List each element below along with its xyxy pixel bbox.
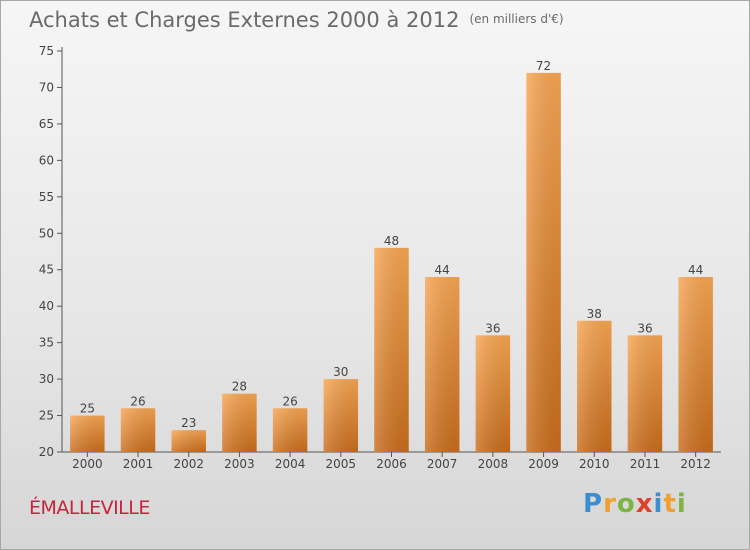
chart-title: Achats et Charges Externes 2000 à 2012 (e… <box>29 8 564 32</box>
y-tick-label: 70 <box>39 80 54 94</box>
x-tick-label: 2004 <box>275 457 306 471</box>
logo-letter: i <box>676 489 687 519</box>
bar-value-label: 48 <box>384 234 399 248</box>
data-labels: 25 26 23 28 26 30 48 44 36 72 38 36 44 <box>80 59 704 430</box>
bar-shade <box>526 72 561 452</box>
x-tick-label: 2005 <box>326 457 357 471</box>
x-tick-label: 2007 <box>427 457 458 471</box>
y-tick-label: 25 <box>39 409 54 423</box>
bar-shade <box>374 247 409 452</box>
bar-value-label: 25 <box>80 402 95 416</box>
bar-shade <box>678 277 713 452</box>
bar-shade <box>120 408 156 452</box>
bar-value-label: 72 <box>536 59 551 73</box>
logo-letter: t <box>663 489 677 519</box>
x-tick-label: 2008 <box>478 457 509 471</box>
chart-subtitle: (en milliers d'€) <box>469 12 564 26</box>
bar-value-label: 38 <box>587 307 602 321</box>
bar-value-label: 44 <box>688 263 703 277</box>
commune-name: ÉMALLEVILLE <box>29 497 150 519</box>
x-tick-label: 2006 <box>376 457 407 471</box>
bar-shade <box>577 320 612 452</box>
y-tick-label: 75 <box>39 44 54 58</box>
bar-shade <box>70 415 105 452</box>
bar-value-label: 26 <box>130 394 145 408</box>
x-tick-label: 2009 <box>528 457 559 471</box>
y-tick-label: 50 <box>39 226 54 240</box>
x-tick-label: 2003 <box>224 457 255 471</box>
bar-shade <box>272 408 308 452</box>
bar-value-label: 23 <box>181 416 196 430</box>
x-tick-label: 2001 <box>123 457 154 471</box>
y-tick-label: 35 <box>39 336 54 350</box>
bar-value-label: 36 <box>485 321 500 335</box>
bars <box>70 72 713 452</box>
x-tick-label: 2011 <box>630 457 661 471</box>
logo-letter: P <box>583 489 604 519</box>
y-tick-label: 30 <box>39 372 54 386</box>
bar-shade <box>171 430 206 452</box>
bar-value-label: 28 <box>232 380 247 394</box>
y-tick-label: 55 <box>39 190 54 204</box>
x-tick-label: 2010 <box>579 457 610 471</box>
y-tick-label: 65 <box>39 117 54 131</box>
bar-value-label: 30 <box>333 365 348 379</box>
proxiti-logo[interactable]: Proxiti <box>583 489 687 519</box>
logo-letter: i <box>653 489 664 519</box>
title-text: Achats et Charges Externes 2000 à 2012 <box>29 8 460 32</box>
bar-shade <box>627 335 663 452</box>
bar-shade <box>475 335 511 452</box>
bar-value-label: 36 <box>637 321 652 335</box>
y-tick-label: 40 <box>39 299 54 313</box>
logo-letter: o <box>616 489 636 519</box>
bar-value-label: 44 <box>435 263 450 277</box>
axes: 20 25 30 35 40 45 50 55 60 65 70 75 2000 2001 2002 2003… <box>39 44 721 471</box>
bar-shade <box>222 393 257 452</box>
bar-value-label: 26 <box>282 394 297 408</box>
x-tick-label: 2012 <box>680 457 711 471</box>
x-tick-label: 2000 <box>72 457 103 471</box>
bar-shade <box>323 379 359 452</box>
y-tick-label: 20 <box>39 445 54 459</box>
x-tick-label: 2002 <box>173 457 204 471</box>
logo-letter: r <box>603 489 617 519</box>
logo-letter: x <box>635 489 654 519</box>
y-tick-label: 60 <box>39 153 54 167</box>
y-tick-label: 45 <box>39 263 54 277</box>
bar-shade <box>424 277 460 452</box>
